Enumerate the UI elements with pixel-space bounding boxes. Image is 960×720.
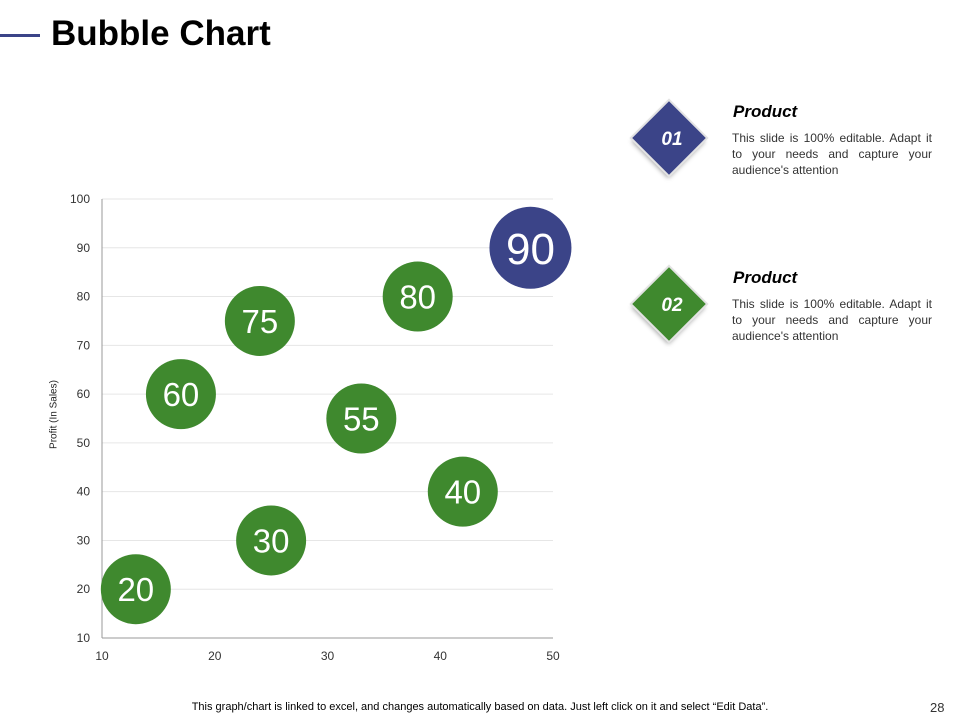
bubble[interactable] [224,285,295,356]
y-tick-label: 30 [77,533,91,547]
bubble-value-label: 30 [253,522,290,559]
bubble[interactable] [326,383,397,454]
y-tick-label: 40 [77,485,91,499]
legend-number: 01 [661,129,683,150]
bubble[interactable] [382,261,453,332]
legend-description: This slide is 100% editable. Adapt it to… [732,297,932,343]
x-tick-label: 10 [95,649,109,663]
legend-description: This slide is 100% editable. Adapt it to… [732,131,932,177]
bubble-value-label: 75 [241,303,278,340]
legend-title: Product [733,102,798,121]
bubble[interactable] [236,505,307,576]
y-tick-label: 70 [77,338,91,352]
legend-item-02: 02 Product This slide is 100% editable. … [632,267,943,348]
legend-item-01: 01 Product This slide is 100% editable. … [632,101,943,182]
legend-title: Product [733,268,798,287]
legend-number: 02 [661,295,683,316]
y-tick-label: 60 [77,387,91,401]
y-tick-label: 10 [77,631,91,645]
x-tick-label: 50 [546,649,560,663]
y-tick-label: 20 [77,582,91,596]
x-tick-label: 40 [434,649,448,663]
bubble-value-label: 40 [444,474,481,511]
bubble-value-label: 90 [506,225,555,274]
footnote: This graph/chart is linked to excel, and… [191,701,769,713]
title-accent-line [0,34,40,37]
x-tick-label: 20 [208,649,222,663]
bubble[interactable] [427,456,498,527]
bubble-value-label: 20 [117,571,154,608]
y-axis-label: Profit (In Sales) [48,380,60,449]
bubble-value-label: 80 [399,279,436,316]
bubble[interactable] [489,206,572,289]
bubble[interactable] [145,359,216,430]
x-tick-label: 30 [321,649,335,663]
y-tick-label: 90 [77,241,91,255]
page-title: Bubble Chart [51,14,271,53]
page-number: 28 [930,700,945,715]
bubble-value-label: 60 [163,376,200,413]
bubble[interactable] [100,554,171,625]
y-tick-label: 50 [77,436,91,450]
y-tick-label: 80 [77,290,91,304]
bubble-value-label: 55 [343,401,380,438]
y-tick-label: 100 [70,192,90,206]
